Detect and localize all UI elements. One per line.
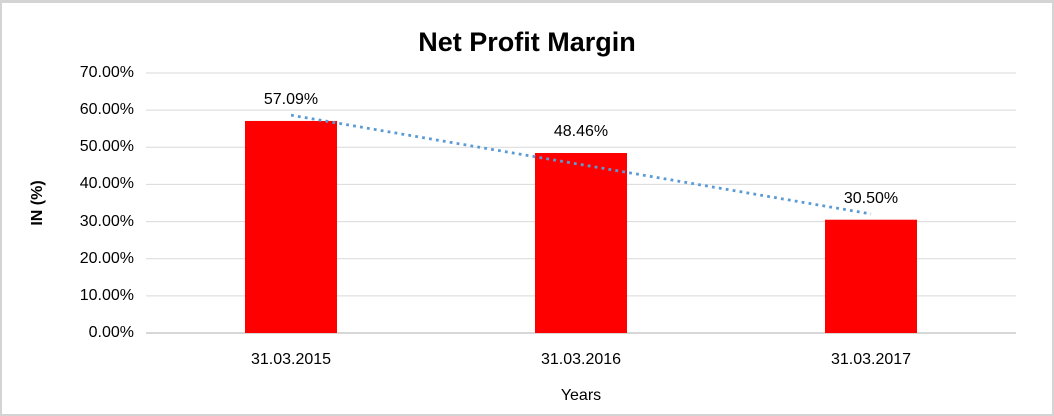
y-tick-label: 10.00% [79,286,134,304]
x-category-label: 31.03.2016 [540,351,622,368]
x-category-label: 31.03.2017 [830,351,912,368]
y-tick-label: 40.00% [79,175,134,193]
y-tick-label: 70.00% [79,64,134,81]
bar-value-label: 57.09% [263,90,319,108]
y-tick-label: 0.00% [88,324,134,341]
y-tick-label: 20.00% [79,249,134,267]
y-tick-label: 50.00% [79,138,134,156]
x-axis-title: Years [560,387,602,404]
y-axis-title: IN (%) [29,180,46,226]
y-tick-label: 30.00% [79,212,134,230]
bar-31.03.2015 [245,120,337,333]
bar-31.03.2016 [535,153,627,333]
chart-title: Net Profit Margin [418,27,636,57]
y-tick-label: 60.00% [79,101,134,119]
bar-value-label: 48.46% [553,123,609,140]
bar-31.03.2017 [825,219,917,333]
x-category-label: 31.03.2015 [250,351,332,368]
bar-value-label: 30.50% [843,189,899,207]
